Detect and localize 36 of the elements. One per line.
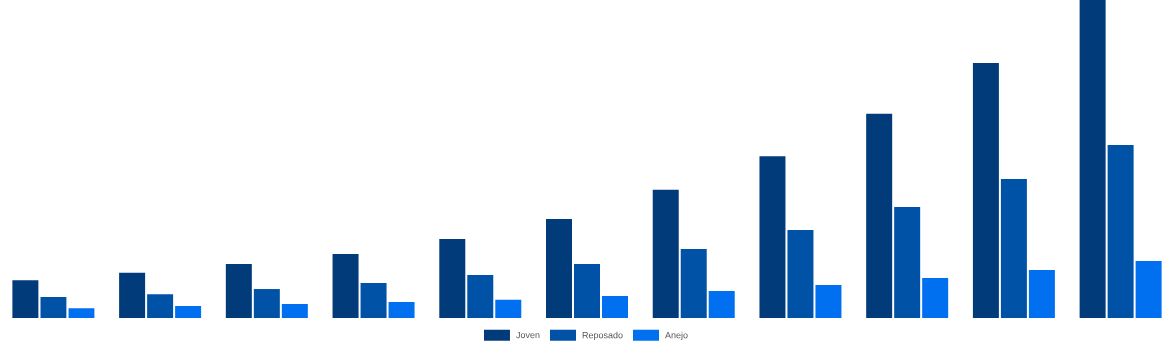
- bar: [787, 229, 814, 318]
- legend-label: Joven: [516, 331, 540, 339]
- bar: [360, 283, 387, 318]
- bar: [894, 207, 921, 318]
- bar: [12, 280, 39, 318]
- bar: [495, 299, 522, 318]
- bar: [467, 275, 494, 318]
- bar: [815, 284, 842, 318]
- bar: [147, 294, 174, 318]
- bar: [1079, 0, 1106, 318]
- legend-label: Anejo: [665, 331, 688, 341]
- legend-label: Reposado: [582, 331, 623, 341]
- bar: [175, 305, 202, 318]
- bar: [759, 156, 786, 318]
- bar: [68, 308, 95, 318]
- bar: [1135, 261, 1162, 318]
- bar: [332, 254, 359, 318]
- bar: [253, 289, 280, 318]
- bar: [225, 263, 252, 318]
- bar: [281, 304, 308, 318]
- bar: [972, 62, 999, 318]
- bar: [922, 277, 949, 318]
- bar: [708, 290, 735, 318]
- bar: [1000, 179, 1027, 318]
- bar: [680, 248, 707, 318]
- bar: [119, 272, 146, 318]
- bar: [546, 219, 572, 318]
- bar: [652, 189, 679, 318]
- bar: [602, 296, 628, 318]
- bar: [574, 263, 600, 318]
- bar: [866, 113, 893, 318]
- bar: [1107, 145, 1134, 318]
- bar: [1028, 269, 1055, 318]
- bar: [388, 302, 415, 318]
- bar: [40, 297, 67, 318]
- bar: [439, 239, 466, 318]
